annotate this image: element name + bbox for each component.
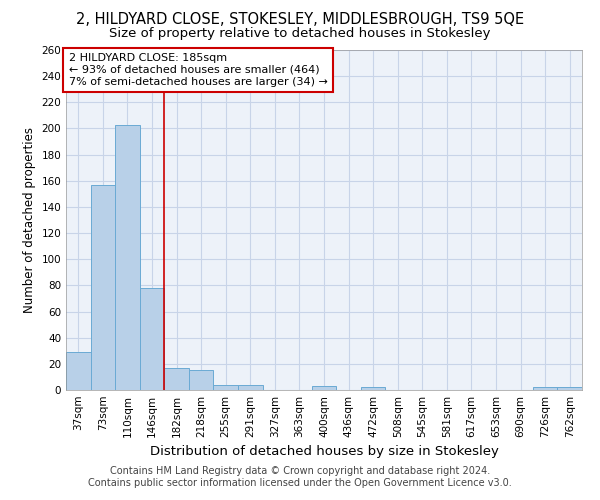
Bar	[164, 368, 189, 390]
Text: Contains HM Land Registry data © Crown copyright and database right 2024.
Contai: Contains HM Land Registry data © Crown c…	[88, 466, 512, 487]
Y-axis label: Number of detached properties: Number of detached properties	[23, 127, 36, 313]
Text: 2, HILDYARD CLOSE, STOKESLEY, MIDDLESBROUGH, TS9 5QE: 2, HILDYARD CLOSE, STOKESLEY, MIDDLESBRO…	[76, 12, 524, 28]
Text: Size of property relative to detached houses in Stokesley: Size of property relative to detached ho…	[109, 28, 491, 40]
X-axis label: Distribution of detached houses by size in Stokesley: Distribution of detached houses by size …	[149, 446, 499, 458]
Bar	[238, 385, 263, 390]
Bar	[115, 124, 140, 390]
Bar	[189, 370, 214, 390]
Text: 2 HILDYARD CLOSE: 185sqm
← 93% of detached houses are smaller (464)
7% of semi-d: 2 HILDYARD CLOSE: 185sqm ← 93% of detach…	[68, 54, 328, 86]
Bar	[312, 386, 336, 390]
Bar	[214, 385, 238, 390]
Bar	[361, 388, 385, 390]
Bar	[91, 184, 115, 390]
Bar	[140, 288, 164, 390]
Bar	[66, 352, 91, 390]
Bar	[557, 388, 582, 390]
Bar	[533, 388, 557, 390]
